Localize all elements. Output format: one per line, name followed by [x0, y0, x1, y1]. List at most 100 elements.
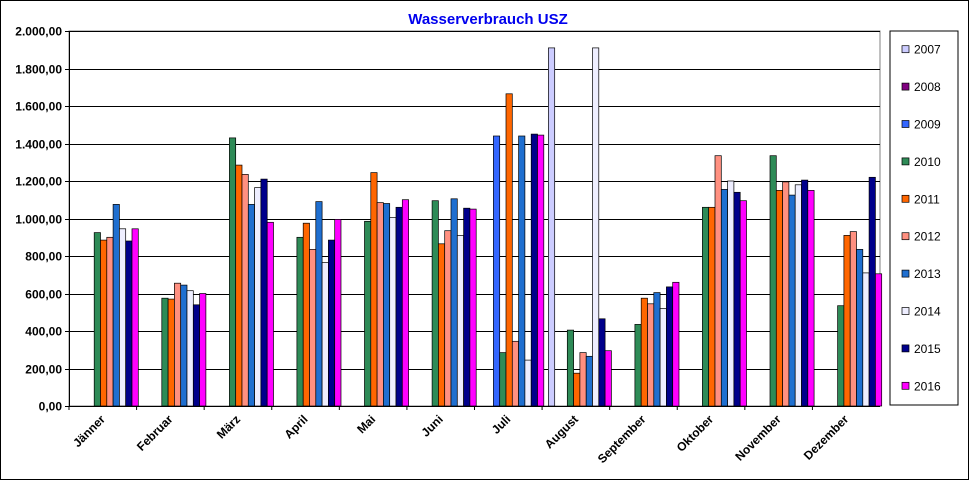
- bar: [493, 135, 501, 407]
- bar: [119, 228, 127, 407]
- bar: [186, 290, 194, 407]
- bar: [199, 293, 207, 407]
- y-tick-label: 1.600,00: [15, 100, 62, 114]
- bar: [499, 352, 507, 407]
- bar: [702, 206, 710, 407]
- bar: [579, 352, 587, 407]
- bar: [807, 190, 815, 407]
- bar: [868, 176, 876, 407]
- bar: [524, 359, 532, 407]
- bar: [548, 47, 556, 407]
- bar: [241, 174, 249, 407]
- bar: [505, 93, 513, 407]
- legend-swatch: [901, 381, 910, 390]
- bar: [296, 236, 304, 407]
- bar: [106, 236, 114, 407]
- chart-title: Wasserverbrauch USZ: [408, 11, 568, 28]
- bar: [315, 201, 323, 407]
- legend-label: 2011: [914, 192, 940, 206]
- bar: [653, 292, 661, 407]
- bar: [334, 219, 342, 407]
- legend-swatch: [901, 307, 910, 315]
- legend-swatch: [901, 157, 910, 166]
- legend-label: 2013: [914, 267, 941, 281]
- bar: [444, 230, 452, 407]
- bar: [862, 272, 870, 407]
- legend-label: 2008: [914, 80, 941, 94]
- bar: [266, 221, 274, 407]
- bar: [708, 206, 716, 407]
- bar: [794, 184, 802, 407]
- legend-label: 2014: [914, 305, 941, 319]
- bar: [592, 47, 600, 407]
- y-tick-label: 800,00: [25, 250, 62, 264]
- bar: [370, 172, 378, 407]
- bar: [389, 217, 397, 407]
- legend-swatch: [901, 45, 910, 54]
- x-tick-label: Mai: [354, 412, 378, 436]
- x-tick-label: Oktober: [674, 412, 717, 455]
- legend-label: 2015: [914, 342, 941, 356]
- y-tick-label: 1.800,00: [15, 63, 62, 77]
- bar: [666, 286, 674, 407]
- legend-swatch: [901, 120, 910, 128]
- legend-label: 2010: [914, 155, 941, 169]
- bar: [401, 199, 409, 407]
- bar: [376, 202, 384, 407]
- y-tick-label: 1.000,00: [15, 213, 62, 227]
- bar: [395, 206, 403, 407]
- bar: [192, 304, 200, 407]
- y-tick-label: 200,00: [25, 363, 62, 377]
- bar: [775, 190, 783, 407]
- bar: [849, 231, 857, 407]
- bar: [647, 303, 655, 407]
- bar: [235, 164, 243, 407]
- bar: [720, 189, 728, 407]
- x-tick-label: Dezember: [801, 412, 852, 463]
- bar: [321, 262, 329, 407]
- bar: [659, 308, 667, 407]
- x-tick-label: Februar: [134, 412, 176, 454]
- bar: [383, 203, 391, 407]
- bar: [450, 198, 458, 407]
- bar: [328, 239, 336, 407]
- bar: [125, 240, 133, 407]
- bar: [469, 208, 477, 407]
- bar: [585, 355, 593, 407]
- bar: [856, 249, 864, 407]
- legend-label: 2007: [914, 43, 941, 57]
- x-tick-label: Juni: [418, 412, 445, 439]
- legend-swatch: [901, 344, 910, 353]
- bar: [93, 232, 101, 407]
- bar: [640, 297, 648, 407]
- x-tick-label: April: [281, 412, 310, 441]
- bar: [456, 235, 464, 407]
- bar: [837, 305, 845, 407]
- y-tick-label: 2.000,00: [15, 25, 62, 39]
- bar: [100, 239, 108, 407]
- y-tick-label: 0,00: [39, 400, 63, 414]
- bar: [438, 243, 446, 407]
- legend-label: 2016: [914, 379, 941, 393]
- y-tick-label: 400,00: [25, 325, 62, 339]
- bar: [112, 204, 120, 407]
- x-tick-label: März: [214, 412, 243, 441]
- bar: [180, 284, 188, 407]
- bar: [788, 194, 796, 407]
- legend-box: [889, 30, 959, 406]
- bar: [364, 220, 372, 407]
- bar: [604, 350, 612, 407]
- x-tick-label: September: [595, 412, 649, 466]
- bar: [634, 324, 642, 407]
- bar: [769, 155, 777, 407]
- bar: [254, 187, 262, 407]
- y-tick-label: 1.400,00: [15, 138, 62, 152]
- legend-label: 2009: [914, 118, 941, 132]
- bar: [843, 235, 851, 407]
- bar: [247, 204, 255, 407]
- plot-area: 0,00 200,00 400,00 600,00 800,00 1.000,00 1.20…: [15, 25, 883, 466]
- bar: [566, 329, 574, 407]
- bar: [739, 200, 747, 407]
- x-tick-label: November: [732, 412, 784, 464]
